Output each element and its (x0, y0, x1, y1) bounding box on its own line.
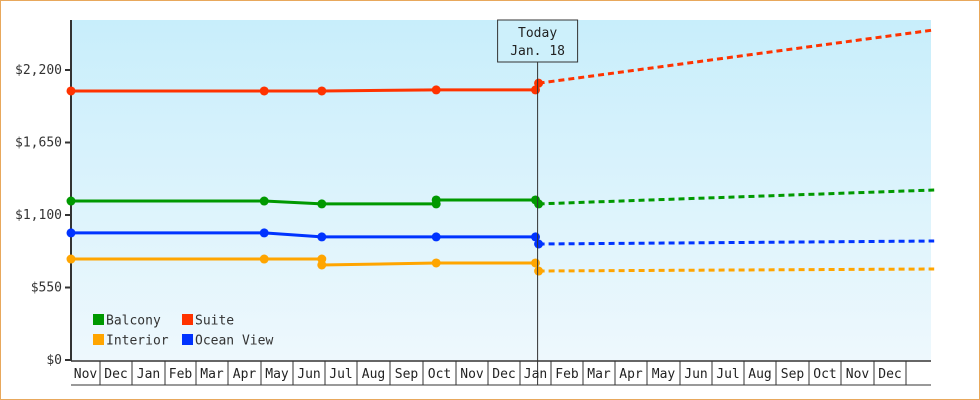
data-point[interactable] (259, 254, 269, 264)
legend-item-interior[interactable]: Interior (93, 334, 169, 349)
data-point[interactable] (66, 228, 76, 238)
data-point[interactable] (259, 196, 269, 206)
today-label: Today (518, 26, 557, 41)
today-date: Jan. 18 (510, 44, 565, 59)
x-tick-label: May (652, 367, 676, 382)
x-tick-label: Nov (74, 367, 98, 382)
y-tick-label: $1,100 (15, 208, 62, 223)
legend-item-suite[interactable]: Suite (182, 314, 234, 329)
y-tick-label: $550 (31, 281, 62, 296)
x-tick-label: Dec (104, 367, 127, 382)
x-tick-label: Jan (137, 367, 160, 382)
today-marker: Today Jan. 18 (497, 19, 579, 385)
data-point[interactable] (259, 86, 269, 96)
x-tick-label: Sep (781, 367, 805, 382)
x-tick-label: Jul (716, 367, 739, 382)
data-point[interactable] (317, 232, 327, 242)
legend-swatch (182, 334, 193, 345)
x-tick-label: Oct (428, 367, 451, 382)
legend-label: Suite (195, 314, 234, 329)
x-axis: Nov Dec Jan Feb Mar Apr May Jun Jul Aug Sep Oct Nov D… (71, 360, 931, 386)
x-tick-label: Jun (684, 367, 707, 382)
data-point[interactable] (431, 195, 441, 205)
legend-label: Ocean View (195, 334, 273, 349)
y-axis: $0 $550 $1,100 $1,650 $2,200 (15, 20, 72, 368)
series-lines (66, 28, 935, 276)
data-point[interactable] (431, 85, 441, 95)
series-suite (66, 28, 935, 96)
x-tick-label: Aug (362, 367, 385, 382)
y-tick-label: $1,650 (15, 136, 62, 151)
x-tick-label: Mar (587, 367, 611, 382)
data-point[interactable] (317, 86, 327, 96)
x-tick-label: Apr (619, 367, 643, 382)
x-tick-label: Sep (395, 367, 419, 382)
x-tick-label: Mar (200, 367, 224, 382)
legend-label: Balcony (106, 314, 161, 329)
data-point[interactable] (534, 266, 544, 276)
x-tick-label: Dec (492, 367, 515, 382)
x-tick-label: Aug (748, 367, 771, 382)
x-tick-label: Oct (813, 367, 836, 382)
data-point[interactable] (431, 232, 441, 242)
legend: Balcony Suite Interior Ocean View (93, 314, 273, 349)
data-point[interactable] (66, 196, 76, 206)
series-balcony (66, 188, 935, 209)
x-tick-label: Feb (169, 367, 193, 382)
x-tick-label: Dec (878, 367, 901, 382)
y-tick-label: $2,200 (15, 63, 62, 78)
legend-item-ocean-view[interactable]: Ocean View (182, 334, 273, 349)
legend-swatch (182, 314, 193, 325)
x-tick-label: Jul (329, 367, 352, 382)
x-tick-label: Jun (297, 367, 320, 382)
data-point[interactable] (259, 228, 269, 238)
legend-item-balcony[interactable]: Balcony (93, 314, 161, 329)
y-tick-label: $0 (46, 353, 62, 368)
data-point[interactable] (317, 260, 327, 270)
x-tick-label: Jan (524, 367, 547, 382)
x-tick-label: Apr (233, 367, 257, 382)
data-point[interactable] (66, 86, 76, 96)
data-point[interactable] (66, 254, 76, 264)
x-tick-label: Feb (555, 367, 579, 382)
data-point[interactable] (317, 199, 327, 209)
plot-area (71, 20, 931, 360)
legend-swatch (93, 314, 104, 325)
x-tick-label: Nov (846, 367, 870, 382)
legend-label: Interior (106, 334, 169, 349)
legend-swatch (93, 334, 104, 345)
today-label-box (497, 19, 579, 63)
x-tick-label: Nov (460, 367, 484, 382)
x-tick-label: May (265, 367, 289, 382)
data-point[interactable] (534, 199, 544, 209)
data-point[interactable] (431, 258, 441, 268)
data-point[interactable] (531, 258, 540, 268)
